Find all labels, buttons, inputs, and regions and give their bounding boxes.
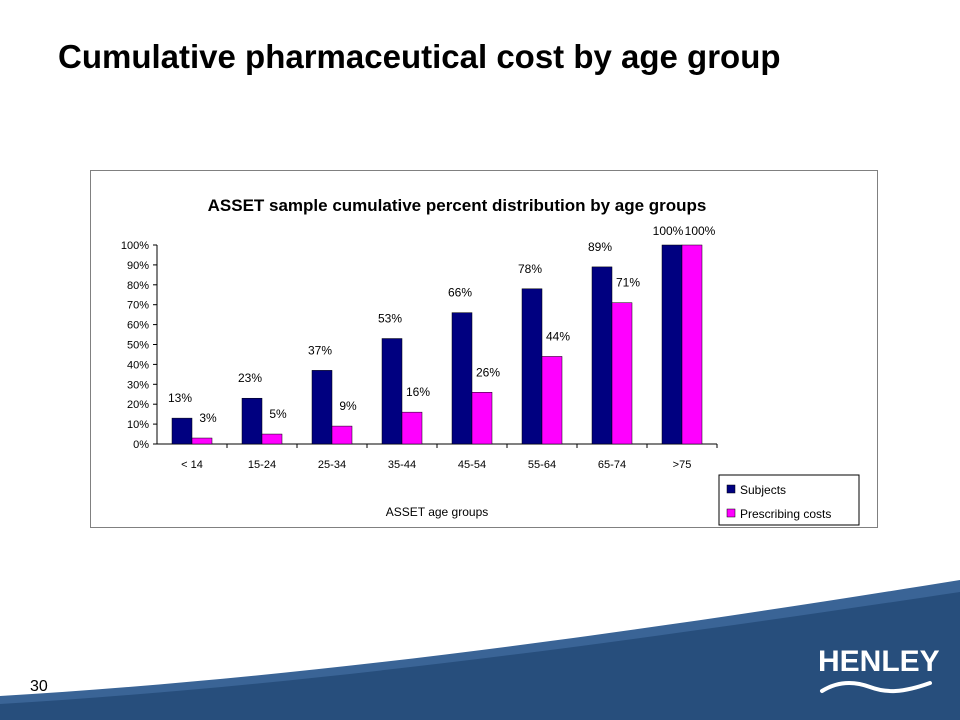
logo-text: HENLEY [818,645,940,678]
chart-title: ASSET sample cumulative percent distribu… [208,196,707,215]
x-tick-label: 25-34 [318,459,346,471]
bar-subjects [591,266,613,445]
legend-label: Prescribing costs [740,507,831,521]
bar-prescribing-costs [681,244,703,445]
data-label: 3% [199,411,217,425]
henley-logo: HENLEY [818,645,940,705]
data-label: 100% [653,224,684,238]
data-label: 16% [406,385,430,399]
bar-prescribing-costs [331,425,353,445]
data-label: 78% [518,262,542,276]
y-tick-label: 100% [121,240,149,252]
y-tick-label: 90% [127,260,149,272]
bar-chart: ASSET sample cumulative percent distribu… [121,196,860,526]
bar-prescribing-costs [471,392,493,445]
x-tick-label: 35-44 [388,459,416,471]
page-number: 30 [30,678,48,695]
data-label: 44% [546,329,570,343]
bar-prescribing-costs [191,437,213,445]
x-tick-label: 15-24 [248,459,276,471]
bottom-band [0,580,960,720]
legend-box [718,474,860,526]
data-label: 26% [476,365,500,379]
data-label: 9% [339,399,357,413]
bar-subjects [381,338,403,445]
y-tick-label: 70% [127,300,149,312]
y-tick-label: 40% [127,359,149,371]
x-tick-label: 45-54 [458,459,486,471]
bar-subjects [521,288,543,445]
y-tick-label: 20% [127,399,149,411]
bar-subjects [311,370,333,445]
x-tick-label: < 14 [181,459,203,471]
logo-wave-icon [820,680,932,694]
data-label: 89% [588,240,612,254]
legend-swatch [726,508,736,518]
y-tick-label: 10% [127,419,149,431]
y-tick-label: 0% [133,439,149,451]
y-tick-label: 80% [127,280,149,292]
x-tick-label: 55-64 [528,459,556,471]
x-tick-label: 65-74 [598,459,626,471]
data-label: 13% [168,391,192,405]
x-axis-title: ASSET age groups [386,505,489,519]
slide-title: Cumulative pharmaceutical cost by age gr… [58,38,781,75]
bar-prescribing-costs [541,356,563,445]
bar-prescribing-costs [261,433,283,445]
bar-subjects [241,397,263,445]
data-label: 66% [448,286,472,300]
data-label: 5% [269,407,287,421]
bar-prescribing-costs [401,411,423,445]
chart-frame: ASSET sample cumulative percent distribu… [90,170,878,528]
data-label: 71% [616,276,640,290]
data-label: 53% [378,312,402,326]
band-shape [0,592,960,720]
legend-label: Subjects [740,483,786,497]
bar-subjects [451,312,473,445]
data-label: 23% [238,371,262,385]
bar-subjects [661,244,683,445]
data-label: 100% [685,224,716,238]
bar-subjects [171,417,193,445]
y-tick-label: 50% [127,340,149,352]
y-tick-label: 30% [127,379,149,391]
bar-prescribing-costs [611,302,633,445]
x-tick-label: >75 [673,459,692,471]
legend-swatch [726,484,736,494]
y-tick-label: 60% [127,320,149,332]
data-label: 37% [308,343,332,357]
